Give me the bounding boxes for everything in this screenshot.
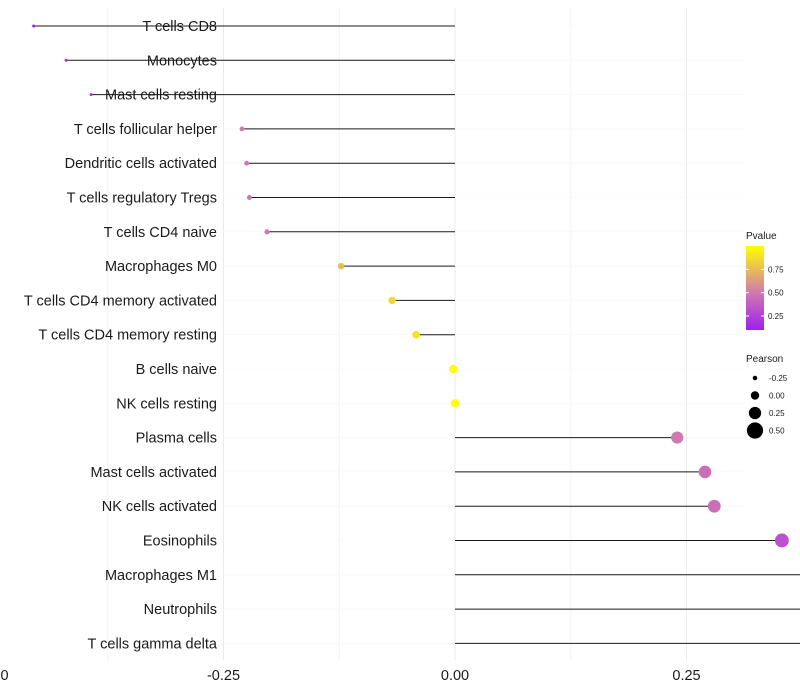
- data-point: [698, 465, 712, 479]
- legend-color-title: Pvalue: [746, 231, 777, 242]
- y-axis-label: T cells CD4 naive: [104, 225, 217, 241]
- y-axis-label: Mast cells resting: [105, 88, 217, 104]
- y-axis-labels: T cells CD8 Monocytes Mast cells resting T …: [24, 19, 218, 652]
- legend-size-title: Pearson: [746, 354, 783, 365]
- legend-size-items: -0.25 0.00 0.25 0.50: [746, 374, 788, 439]
- data-point: [244, 160, 250, 166]
- x-tick-label: 0.00: [441, 668, 469, 684]
- data-point: [707, 499, 721, 513]
- y-axis-label: B cells naive: [136, 362, 217, 378]
- data-point: [32, 24, 36, 28]
- size-legend-label: 0.25: [769, 409, 785, 418]
- x-axis-ticks: -0.50-0.250.000.250.50: [0, 668, 701, 684]
- data-point: [337, 262, 345, 270]
- y-axis-label: T cells CD8: [142, 19, 217, 35]
- colorbar-tick-label: 0.75: [768, 265, 784, 274]
- colorbar-tick-label: 0.50: [768, 289, 784, 298]
- y-axis-label: Macrophages M1: [105, 568, 217, 584]
- data-point: [448, 364, 458, 374]
- data-point: [246, 195, 252, 200]
- y-axis-label: Plasma cells: [136, 431, 217, 447]
- colorbar-tick-label: 0.25: [768, 312, 784, 321]
- legend: Pvalue 0.75 0.50 0.25 Pearson -0.25 0.00 0.2…: [746, 231, 788, 439]
- size-legend-dot: [750, 391, 760, 400]
- points: [32, 24, 789, 548]
- y-axis-label: T cells CD4 memory resting: [38, 328, 217, 344]
- y-axis-label: Eosinophils: [143, 534, 217, 550]
- legend-colorbar: [746, 246, 764, 330]
- size-legend-label: 0.50: [769, 427, 785, 436]
- data-point: [89, 93, 93, 97]
- data-point: [64, 58, 68, 62]
- y-axis-label: Dendritic cells activated: [65, 156, 217, 172]
- y-axis-label: T cells follicular helper: [74, 122, 217, 138]
- data-point: [264, 229, 270, 235]
- data-point: [239, 126, 245, 132]
- data-point: [671, 431, 684, 444]
- size-legend-dot: [748, 406, 762, 420]
- stems: [33, 25, 800, 644]
- y-axis-label: T cells regulatory Tregs: [67, 191, 217, 207]
- size-legend-label: -0.25: [769, 374, 788, 383]
- size-legend-dot: [746, 422, 764, 439]
- y-axis-label: NK cells activated: [102, 499, 217, 515]
- legend-color-ticks: 0.75 0.50 0.25: [746, 265, 784, 321]
- x-tick-label: -0.50: [0, 668, 9, 684]
- y-axis-label: T cells CD4 memory activated: [24, 293, 217, 309]
- y-axis-label: NK cells resting: [116, 396, 217, 412]
- data-point: [774, 533, 789, 548]
- y-axis-label: T cells gamma delta: [88, 636, 218, 652]
- size-legend-dot: [752, 375, 758, 381]
- data-point: [412, 330, 420, 339]
- x-tick-label: 0.25: [672, 668, 700, 684]
- data-point: [388, 296, 396, 305]
- size-legend-label: 0.00: [769, 392, 785, 401]
- y-axis-label: Macrophages M0: [105, 259, 217, 275]
- y-axis-label: Monocytes: [147, 53, 217, 69]
- y-axis-label: Neutrophils: [144, 602, 217, 618]
- y-axis-label: Mast cells activated: [90, 465, 217, 481]
- x-tick-label: -0.25: [207, 668, 240, 684]
- data-point: [450, 399, 460, 408]
